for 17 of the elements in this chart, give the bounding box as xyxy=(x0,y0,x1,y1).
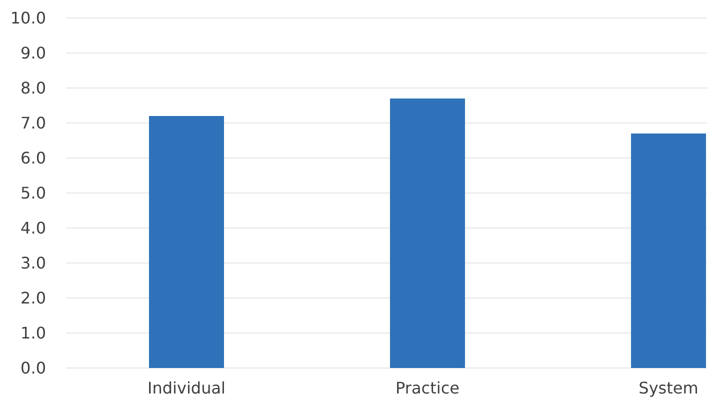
bar xyxy=(390,98,465,368)
y-tick-label: 5.0 xyxy=(20,184,46,203)
y-tick-label: 7.0 xyxy=(20,114,46,133)
x-tick-label: Individual xyxy=(148,378,226,398)
bar xyxy=(631,134,706,368)
y-tick-label: 1.0 xyxy=(20,324,46,343)
x-tick-label: Practice xyxy=(396,378,460,398)
y-tick-label: 9.0 xyxy=(20,44,46,63)
y-tick-label: 10.0 xyxy=(10,8,46,28)
y-tick-label: 0.0 xyxy=(20,358,46,378)
y-tick-label: 6.0 xyxy=(20,148,46,168)
y-tick-label: 8.0 xyxy=(20,78,46,98)
x-tick-label: System xyxy=(638,378,698,398)
y-tick-label: 2.0 xyxy=(20,288,46,308)
y-tick-label: 4.0 xyxy=(20,218,46,238)
bar xyxy=(149,116,224,368)
y-tick-label: 3.0 xyxy=(20,254,46,273)
